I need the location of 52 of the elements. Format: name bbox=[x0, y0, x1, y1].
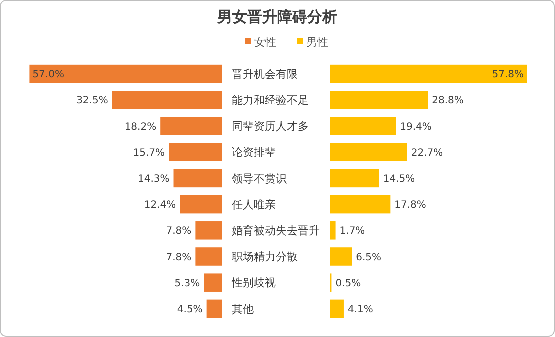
data-label: 57.8% bbox=[492, 70, 524, 81]
bar bbox=[206, 300, 222, 318]
data-label: 6.5% bbox=[356, 252, 382, 264]
y-tick-label: 性别歧视 bbox=[231, 276, 276, 290]
bar bbox=[330, 248, 352, 266]
bar bbox=[169, 143, 222, 162]
bar bbox=[30, 64, 222, 84]
data-label: 14.5% bbox=[383, 174, 416, 185]
bar bbox=[330, 64, 527, 84]
bar bbox=[180, 195, 222, 214]
data-label: 15.7% bbox=[133, 148, 166, 159]
y-tick-label: 能力和经验不足 bbox=[232, 94, 309, 107]
bar bbox=[112, 91, 222, 110]
y-tick-label: 同辈资历人才多 bbox=[232, 120, 309, 134]
y-tick-label: 其他 bbox=[232, 302, 254, 316]
bar bbox=[196, 248, 222, 266]
y-tick-label: 职场精力分散 bbox=[232, 250, 298, 264]
y-tick-label: 领导不赏识 bbox=[232, 172, 287, 186]
bar bbox=[330, 117, 396, 136]
data-label: 7.8% bbox=[166, 252, 192, 264]
bar bbox=[174, 169, 222, 188]
bar bbox=[160, 117, 222, 136]
data-label: 4.1% bbox=[348, 304, 374, 316]
y-tick-label: 论资排辈 bbox=[232, 146, 276, 160]
data-label: 18.2% bbox=[124, 122, 157, 133]
bar bbox=[330, 222, 336, 240]
y-tick-label: 婚育被动失去晋升 bbox=[232, 224, 320, 238]
data-label: 0.5% bbox=[336, 278, 362, 290]
data-label: 12.4% bbox=[144, 200, 176, 212]
bar bbox=[196, 222, 222, 240]
bar bbox=[204, 274, 222, 292]
legend-label: 男性 bbox=[306, 36, 328, 49]
data-label: 14.3% bbox=[138, 174, 170, 185]
y-tick-label: 晋升机会有限 bbox=[232, 68, 298, 81]
data-label: 17.8% bbox=[394, 200, 426, 212]
data-label: 4.5% bbox=[177, 304, 203, 316]
data-label: 57.0% bbox=[32, 70, 64, 81]
data-label: 5.3% bbox=[174, 278, 200, 290]
bar bbox=[330, 195, 391, 214]
y-tick-label: 任人唯亲 bbox=[231, 198, 276, 212]
legend-label: 女性 bbox=[254, 36, 276, 49]
bar bbox=[330, 300, 344, 318]
data-label: 22.7% bbox=[411, 148, 444, 159]
data-label: 32.5% bbox=[76, 96, 108, 107]
data-label: 19.4% bbox=[400, 122, 432, 133]
data-label: 7.8% bbox=[166, 226, 192, 238]
bar bbox=[330, 143, 408, 162]
text: 男女晋升障碍分析 bbox=[216, 8, 338, 26]
data-label: 1.7% bbox=[340, 226, 366, 238]
bar bbox=[330, 169, 380, 188]
data-label: 28.8% bbox=[432, 96, 464, 107]
bar bbox=[330, 91, 428, 110]
